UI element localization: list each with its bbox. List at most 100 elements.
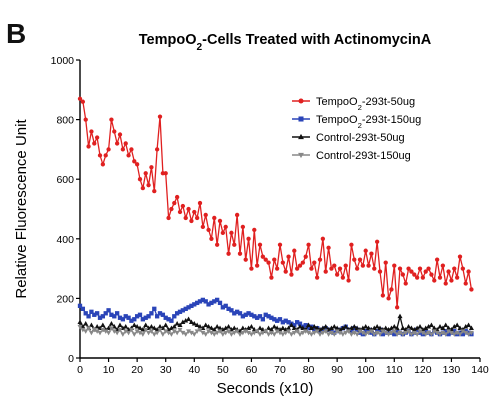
data-point bbox=[311, 330, 317, 336]
data-point bbox=[226, 329, 232, 334]
data-point bbox=[246, 311, 251, 316]
data-point bbox=[100, 327, 106, 333]
data-point bbox=[317, 332, 323, 337]
data-point bbox=[140, 185, 146, 191]
data-point bbox=[377, 269, 383, 274]
data-point bbox=[272, 317, 277, 322]
x-tick-label: 0 bbox=[77, 364, 83, 376]
data-point bbox=[331, 332, 337, 337]
data-point bbox=[209, 236, 214, 241]
data-point bbox=[140, 326, 146, 332]
data-point bbox=[371, 332, 377, 337]
data-point bbox=[417, 329, 423, 334]
data-point bbox=[180, 203, 186, 209]
y-tick-label: 1000 bbox=[51, 55, 75, 67]
data-point bbox=[197, 200, 203, 206]
data-point bbox=[100, 162, 106, 167]
data-point bbox=[363, 329, 368, 334]
data-point bbox=[232, 242, 237, 247]
data-point bbox=[451, 324, 457, 329]
data-point bbox=[217, 329, 223, 334]
data-point bbox=[314, 329, 320, 334]
data-point bbox=[323, 324, 329, 329]
data-point bbox=[457, 325, 463, 330]
data-point bbox=[183, 318, 189, 323]
y-tick-label: 800 bbox=[56, 115, 74, 127]
series-control-293t-150ug bbox=[77, 324, 474, 337]
data-point bbox=[117, 327, 123, 333]
x-tick-label: 40 bbox=[188, 364, 200, 376]
data-point bbox=[214, 330, 220, 336]
data-point bbox=[177, 327, 183, 333]
data-point bbox=[403, 330, 409, 336]
data-point bbox=[389, 287, 394, 292]
data-point bbox=[212, 215, 217, 221]
data-point bbox=[314, 325, 320, 330]
data-point bbox=[248, 324, 254, 329]
legend-label: Control-293t-150ug bbox=[316, 150, 411, 162]
data-point bbox=[149, 311, 154, 316]
data-point bbox=[249, 312, 254, 317]
data-point bbox=[89, 129, 94, 134]
data-point bbox=[100, 314, 106, 319]
data-point bbox=[426, 324, 432, 329]
data-point bbox=[174, 311, 180, 316]
data-point bbox=[394, 325, 400, 330]
data-point bbox=[80, 324, 86, 329]
x-tick-label: 120 bbox=[414, 364, 432, 376]
data-point bbox=[303, 329, 309, 334]
data-point bbox=[266, 260, 271, 265]
data-point bbox=[146, 330, 152, 336]
data-point bbox=[260, 254, 266, 259]
data-point bbox=[154, 147, 160, 152]
data-point bbox=[137, 177, 143, 182]
data-point bbox=[460, 266, 466, 271]
data-point bbox=[386, 326, 392, 332]
data-point bbox=[271, 324, 277, 329]
data-point bbox=[186, 305, 191, 310]
data-point bbox=[86, 314, 91, 319]
data-point bbox=[386, 296, 391, 301]
data-point bbox=[294, 320, 300, 325]
data-point bbox=[103, 329, 109, 334]
data-point bbox=[126, 315, 131, 320]
data-point bbox=[108, 326, 114, 331]
data-point bbox=[109, 117, 114, 122]
data-point bbox=[269, 315, 274, 320]
data-point bbox=[172, 200, 177, 206]
data-point bbox=[297, 324, 303, 329]
data-point bbox=[320, 236, 326, 241]
data-point bbox=[223, 224, 228, 230]
x-tick-label: 90 bbox=[331, 364, 343, 376]
data-point bbox=[243, 312, 248, 317]
data-point bbox=[426, 266, 431, 271]
data-point bbox=[174, 321, 180, 326]
data-point bbox=[280, 332, 286, 337]
data-point bbox=[443, 322, 449, 328]
data-point bbox=[157, 114, 163, 119]
data-point bbox=[157, 311, 163, 316]
y-tick-label: 600 bbox=[56, 174, 74, 186]
data-point bbox=[423, 332, 429, 337]
data-point bbox=[134, 314, 140, 319]
data-point bbox=[274, 318, 280, 323]
data-point bbox=[154, 330, 160, 336]
data-point bbox=[312, 327, 317, 332]
data-point bbox=[354, 325, 360, 330]
series-tempoo2-293t-50ug bbox=[77, 96, 474, 310]
data-point bbox=[183, 332, 189, 337]
data-point bbox=[254, 329, 260, 334]
data-point bbox=[392, 263, 397, 268]
data-point bbox=[223, 303, 228, 309]
data-point bbox=[268, 326, 274, 332]
data-point bbox=[194, 329, 200, 334]
data-point bbox=[337, 266, 343, 271]
data-point bbox=[343, 263, 348, 268]
data-point bbox=[397, 266, 403, 271]
data-point bbox=[157, 327, 163, 333]
x-tick-label: 30 bbox=[160, 364, 172, 376]
data-point bbox=[231, 325, 237, 330]
data-point bbox=[298, 133, 304, 140]
data-point bbox=[443, 281, 448, 286]
data-point bbox=[194, 322, 200, 328]
